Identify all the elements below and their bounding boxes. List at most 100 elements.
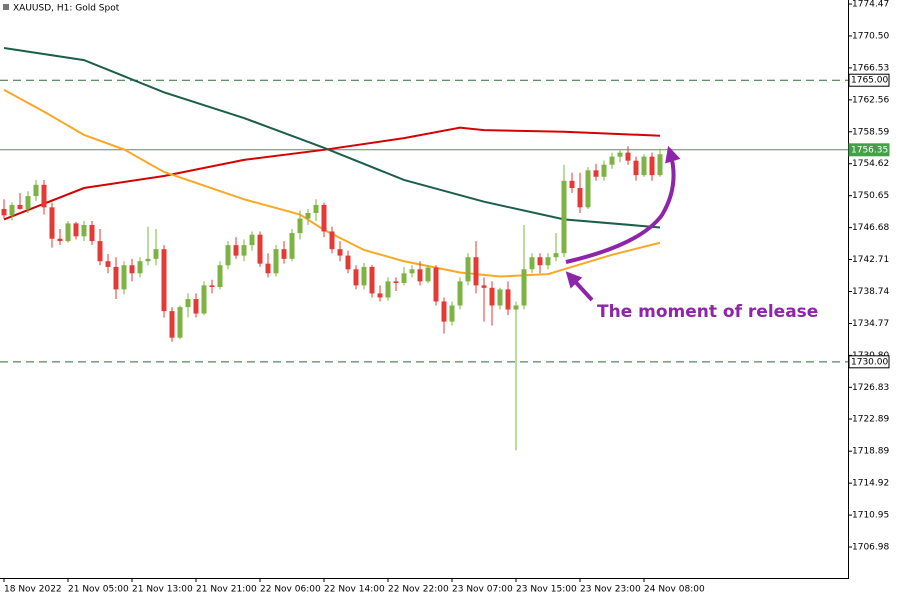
candle-body: [409, 269, 415, 274]
candle-body: [481, 285, 487, 288]
y-tick-label: 1722.89: [852, 415, 889, 425]
candle-body: [537, 257, 543, 266]
candle-body: [65, 223, 71, 242]
y-tick-label: 1742.71: [852, 255, 889, 265]
candle-body: [193, 299, 199, 314]
y-tick-label: 1726.83: [852, 383, 889, 393]
y-tick-label: 1766.53: [852, 63, 889, 73]
candle-body: [577, 188, 583, 208]
x-tick-label: 21 Nov 05:00: [68, 585, 129, 595]
candle-body: [625, 152, 631, 161]
level-label: 1756.35: [851, 145, 888, 155]
release-arrow: [565, 271, 594, 302]
candle-body: [113, 266, 119, 290]
candle-body: [401, 273, 407, 283]
candle-body: [521, 269, 527, 306]
candle-body: [145, 258, 151, 262]
candle-body: [457, 281, 463, 306]
candle-body: [441, 301, 447, 322]
candle-body: [649, 156, 655, 176]
candle-body: [513, 305, 519, 310]
x-tick-label: 18 Nov 2022: [4, 585, 62, 595]
candle-body: [1, 208, 7, 216]
candle-body: [169, 311, 175, 338]
candle-body: [569, 180, 575, 189]
candle-body: [497, 289, 503, 306]
chart-title: XAUUSD, H1: Gold Spot: [13, 4, 120, 14]
candle-body: [545, 257, 551, 266]
y-tick-label: 1770.50: [852, 31, 889, 41]
y-tick-label: 1714.92: [852, 479, 889, 489]
candle-body: [433, 267, 439, 302]
annotation: The moment of release: [597, 302, 818, 322]
y-tick-label: 1774.47: [852, 0, 889, 10]
candle-body: [177, 307, 183, 338]
candle-body: [345, 255, 351, 270]
candle-body: [201, 285, 207, 314]
candle-body: [361, 266, 367, 286]
candle-body: [129, 265, 135, 274]
candle-body: [385, 281, 391, 298]
y-tick-label: 1746.68: [852, 223, 889, 233]
candle-body: [257, 234, 263, 264]
candle-body: [449, 305, 455, 322]
candle-body: [249, 234, 255, 246]
candle-body: [297, 218, 303, 234]
symbol-icon: [3, 4, 9, 10]
x-tick-label: 22 Nov 14:00: [324, 585, 385, 595]
x-tick-label: 23 Nov 07:00: [452, 585, 513, 595]
y-tick-label: 1718.89: [852, 447, 889, 457]
candle-body: [81, 225, 87, 237]
candle-body: [289, 233, 295, 259]
candle-body: [425, 267, 431, 282]
candle-body: [49, 207, 55, 239]
candle-body: [25, 196, 31, 209]
candle-body: [529, 257, 535, 270]
release-arrow-curve: [565, 145, 681, 264]
candle-body: [241, 245, 247, 256]
x-tick-label: 21 Nov 21:00: [196, 585, 257, 595]
y-tick-label: 1710.95: [852, 511, 889, 521]
candle-body: [369, 266, 375, 294]
candle-body: [161, 249, 167, 312]
y-tick-label: 1762.56: [852, 95, 889, 105]
candle-body: [609, 156, 615, 165]
candle-body: [217, 265, 223, 287]
candle-body: [337, 249, 343, 256]
level-label: 1765.00: [851, 76, 888, 86]
candle-body: [33, 184, 39, 197]
candle-body: [233, 245, 239, 256]
x-tick-label: 22 Nov 22:00: [388, 585, 449, 595]
candle-body: [121, 265, 127, 290]
y-tick-label: 1706.98: [852, 543, 889, 553]
candle-body: [185, 299, 191, 308]
candle-body: [601, 164, 607, 177]
candle-body: [281, 249, 287, 259]
candle-body: [57, 238, 63, 242]
candle-body: [105, 261, 111, 267]
candle-body: [137, 261, 143, 274]
candle-body: [209, 285, 215, 287]
y-tick-label: 1758.59: [852, 127, 889, 137]
moving-average: [3, 88, 661, 278]
candle-body: [473, 257, 479, 286]
candle-body: [553, 253, 559, 258]
level-box: [848, 73, 890, 87]
candle-body: [41, 184, 47, 208]
candle-body: [377, 293, 383, 298]
candle-body: [393, 281, 399, 283]
candle-body: [617, 152, 623, 157]
x-tick-label: 21 Nov 13:00: [132, 585, 193, 595]
y-tick-label: 1750.65: [852, 191, 889, 201]
candle-body: [633, 160, 639, 176]
candle-body: [505, 289, 511, 310]
candle-body: [329, 231, 335, 250]
y-tick-label: 1738.74: [852, 287, 889, 297]
candle-body: [273, 249, 279, 274]
candle-body: [353, 269, 359, 286]
candle-body: [265, 263, 271, 274]
candle-body: [17, 204, 23, 209]
x-tick-label: 24 Nov 08:00: [644, 585, 705, 595]
